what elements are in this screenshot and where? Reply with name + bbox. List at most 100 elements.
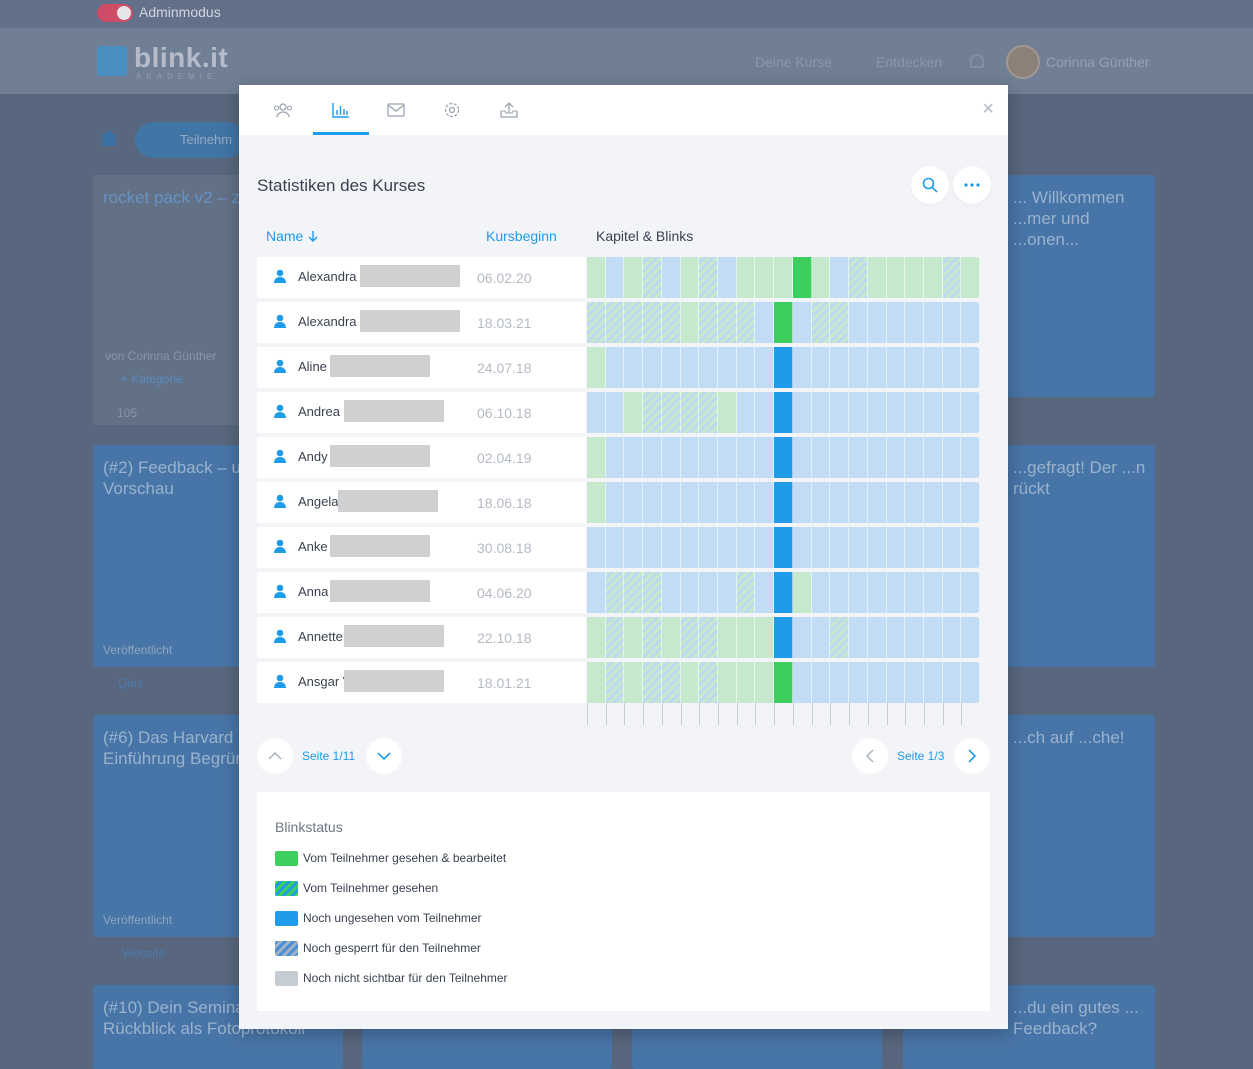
blink-status-cell[interactable] [830, 482, 850, 523]
blink-status-cell[interactable] [905, 527, 924, 568]
table-row[interactable]: Anna 04.06.20 [257, 572, 586, 613]
blink-status-cell[interactable] [755, 392, 775, 433]
blink-status-cell[interactable] [792, 617, 812, 658]
card-category[interactable]: + Kategorie [121, 372, 183, 386]
blink-status-cell[interactable] [811, 347, 831, 388]
blink-status-cell[interactable] [811, 257, 831, 298]
blink-status-cell[interactable] [905, 662, 924, 703]
blink-status-cell[interactable] [680, 347, 700, 388]
blink-status-cell[interactable] [605, 392, 625, 433]
blink-status-cell[interactable] [942, 347, 962, 388]
blink-status-cell[interactable] [774, 437, 793, 478]
blink-status-cell[interactable] [961, 347, 980, 388]
blink-status-cell[interactable] [736, 437, 756, 478]
blink-status-cell[interactable] [830, 392, 850, 433]
blink-status-cell[interactable] [643, 662, 662, 703]
blink-status-cell[interactable] [587, 662, 606, 703]
blink-status-cell[interactable] [661, 392, 681, 433]
blink-status-cell[interactable] [680, 257, 700, 298]
blink-status-cell[interactable] [961, 572, 980, 613]
blink-status-cell[interactable] [736, 572, 756, 613]
blink-status-cell[interactable] [792, 347, 812, 388]
blink-status-cell[interactable] [643, 572, 662, 613]
tab-participants[interactable] [255, 85, 311, 135]
blink-status-cell[interactable] [718, 347, 737, 388]
blink-status-cell[interactable] [699, 662, 719, 703]
table-row[interactable]: Andrea S 06.10.18 [257, 392, 586, 433]
blink-status-cell[interactable] [624, 437, 644, 478]
blink-status-cell[interactable] [605, 662, 625, 703]
column-header-name[interactable]: Name [266, 228, 319, 244]
blink-status-cell[interactable] [867, 302, 887, 343]
blink-status-cell[interactable] [886, 572, 906, 613]
blink-status-cell[interactable] [624, 257, 644, 298]
blink-status-cell[interactable] [830, 302, 850, 343]
blink-status-cell[interactable] [792, 437, 812, 478]
blink-status-cell[interactable] [605, 437, 625, 478]
blink-status-cell[interactable] [886, 347, 906, 388]
blink-status-cell[interactable] [699, 572, 719, 613]
blink-status-cell[interactable] [699, 527, 719, 568]
table-row[interactable]: Alexandra 06.02.20 [257, 257, 586, 298]
blink-status-cell[interactable] [718, 392, 737, 433]
blink-status-cell[interactable] [867, 617, 887, 658]
admin-mode-toggle[interactable] [97, 4, 133, 22]
blink-status-cell[interactable] [718, 662, 737, 703]
blink-status-cell[interactable] [867, 437, 887, 478]
blink-status-cell[interactable] [774, 572, 793, 613]
user-name[interactable]: Corinna Günther [1046, 54, 1150, 70]
blink-status-cell[interactable] [923, 482, 943, 523]
blink-status-cell[interactable] [587, 437, 606, 478]
blink-status-cell[interactable] [867, 572, 887, 613]
blink-status-cell[interactable] [736, 482, 756, 523]
blink-status-cell[interactable] [680, 302, 700, 343]
table-row[interactable]: Anke 30.08.18 [257, 527, 586, 568]
blink-status-cell[interactable] [923, 257, 943, 298]
blink-status-cell[interactable] [624, 302, 644, 343]
blink-status-cell[interactable] [923, 572, 943, 613]
blink-status-cell[interactable] [587, 257, 606, 298]
blink-status-cell[interactable] [811, 572, 831, 613]
blink-status-cell[interactable] [811, 482, 831, 523]
more-options-button[interactable] [953, 166, 991, 204]
blink-status-cell[interactable] [643, 482, 662, 523]
blink-status-cell[interactable] [867, 257, 887, 298]
blink-status-cell[interactable] [587, 347, 606, 388]
table-row[interactable]: Angela 18.06.18 [257, 482, 586, 523]
blink-status-cell[interactable] [718, 482, 737, 523]
table-row[interactable]: Andy 02.04.19 [257, 437, 586, 478]
blink-status-cell[interactable] [643, 527, 662, 568]
blink-status-cell[interactable] [961, 302, 980, 343]
blink-status-cell[interactable] [736, 302, 756, 343]
blink-status-cell[interactable] [643, 257, 662, 298]
blink-status-cell[interactable] [886, 617, 906, 658]
blink-status-cell[interactable] [661, 257, 681, 298]
blink-status-cell[interactable] [643, 347, 662, 388]
blink-status-cell[interactable] [774, 527, 793, 568]
blink-status-cell[interactable] [811, 437, 831, 478]
blink-status-cell[interactable] [811, 617, 831, 658]
blink-status-cell[interactable] [643, 617, 662, 658]
nav-my-courses[interactable]: Deine Kurse [755, 54, 833, 70]
blink-status-cell[interactable] [736, 617, 756, 658]
blink-status-cell[interactable] [830, 572, 850, 613]
blink-status-cell[interactable] [680, 437, 700, 478]
blink-status-cell[interactable] [886, 527, 906, 568]
logo-text[interactable]: blink.it [134, 42, 229, 73]
blink-status-cell[interactable] [736, 392, 756, 433]
blink-status-cell[interactable] [849, 437, 868, 478]
blink-status-cell[interactable] [886, 437, 906, 478]
search-button[interactable] [911, 166, 949, 204]
blink-status-cell[interactable] [587, 302, 606, 343]
blink-status-cell[interactable] [605, 302, 625, 343]
blink-status-cell[interactable] [680, 617, 700, 658]
blink-status-cell[interactable] [774, 662, 793, 703]
blink-status-cell[interactable] [811, 392, 831, 433]
blink-status-cell[interactable] [718, 437, 737, 478]
blink-status-cell[interactable] [923, 392, 943, 433]
blink-status-cell[interactable] [643, 437, 662, 478]
blink-status-cell[interactable] [624, 662, 644, 703]
cols-page-next-button[interactable] [954, 738, 990, 774]
blink-status-cell[interactable] [680, 482, 700, 523]
blink-status-cell[interactable] [755, 302, 775, 343]
